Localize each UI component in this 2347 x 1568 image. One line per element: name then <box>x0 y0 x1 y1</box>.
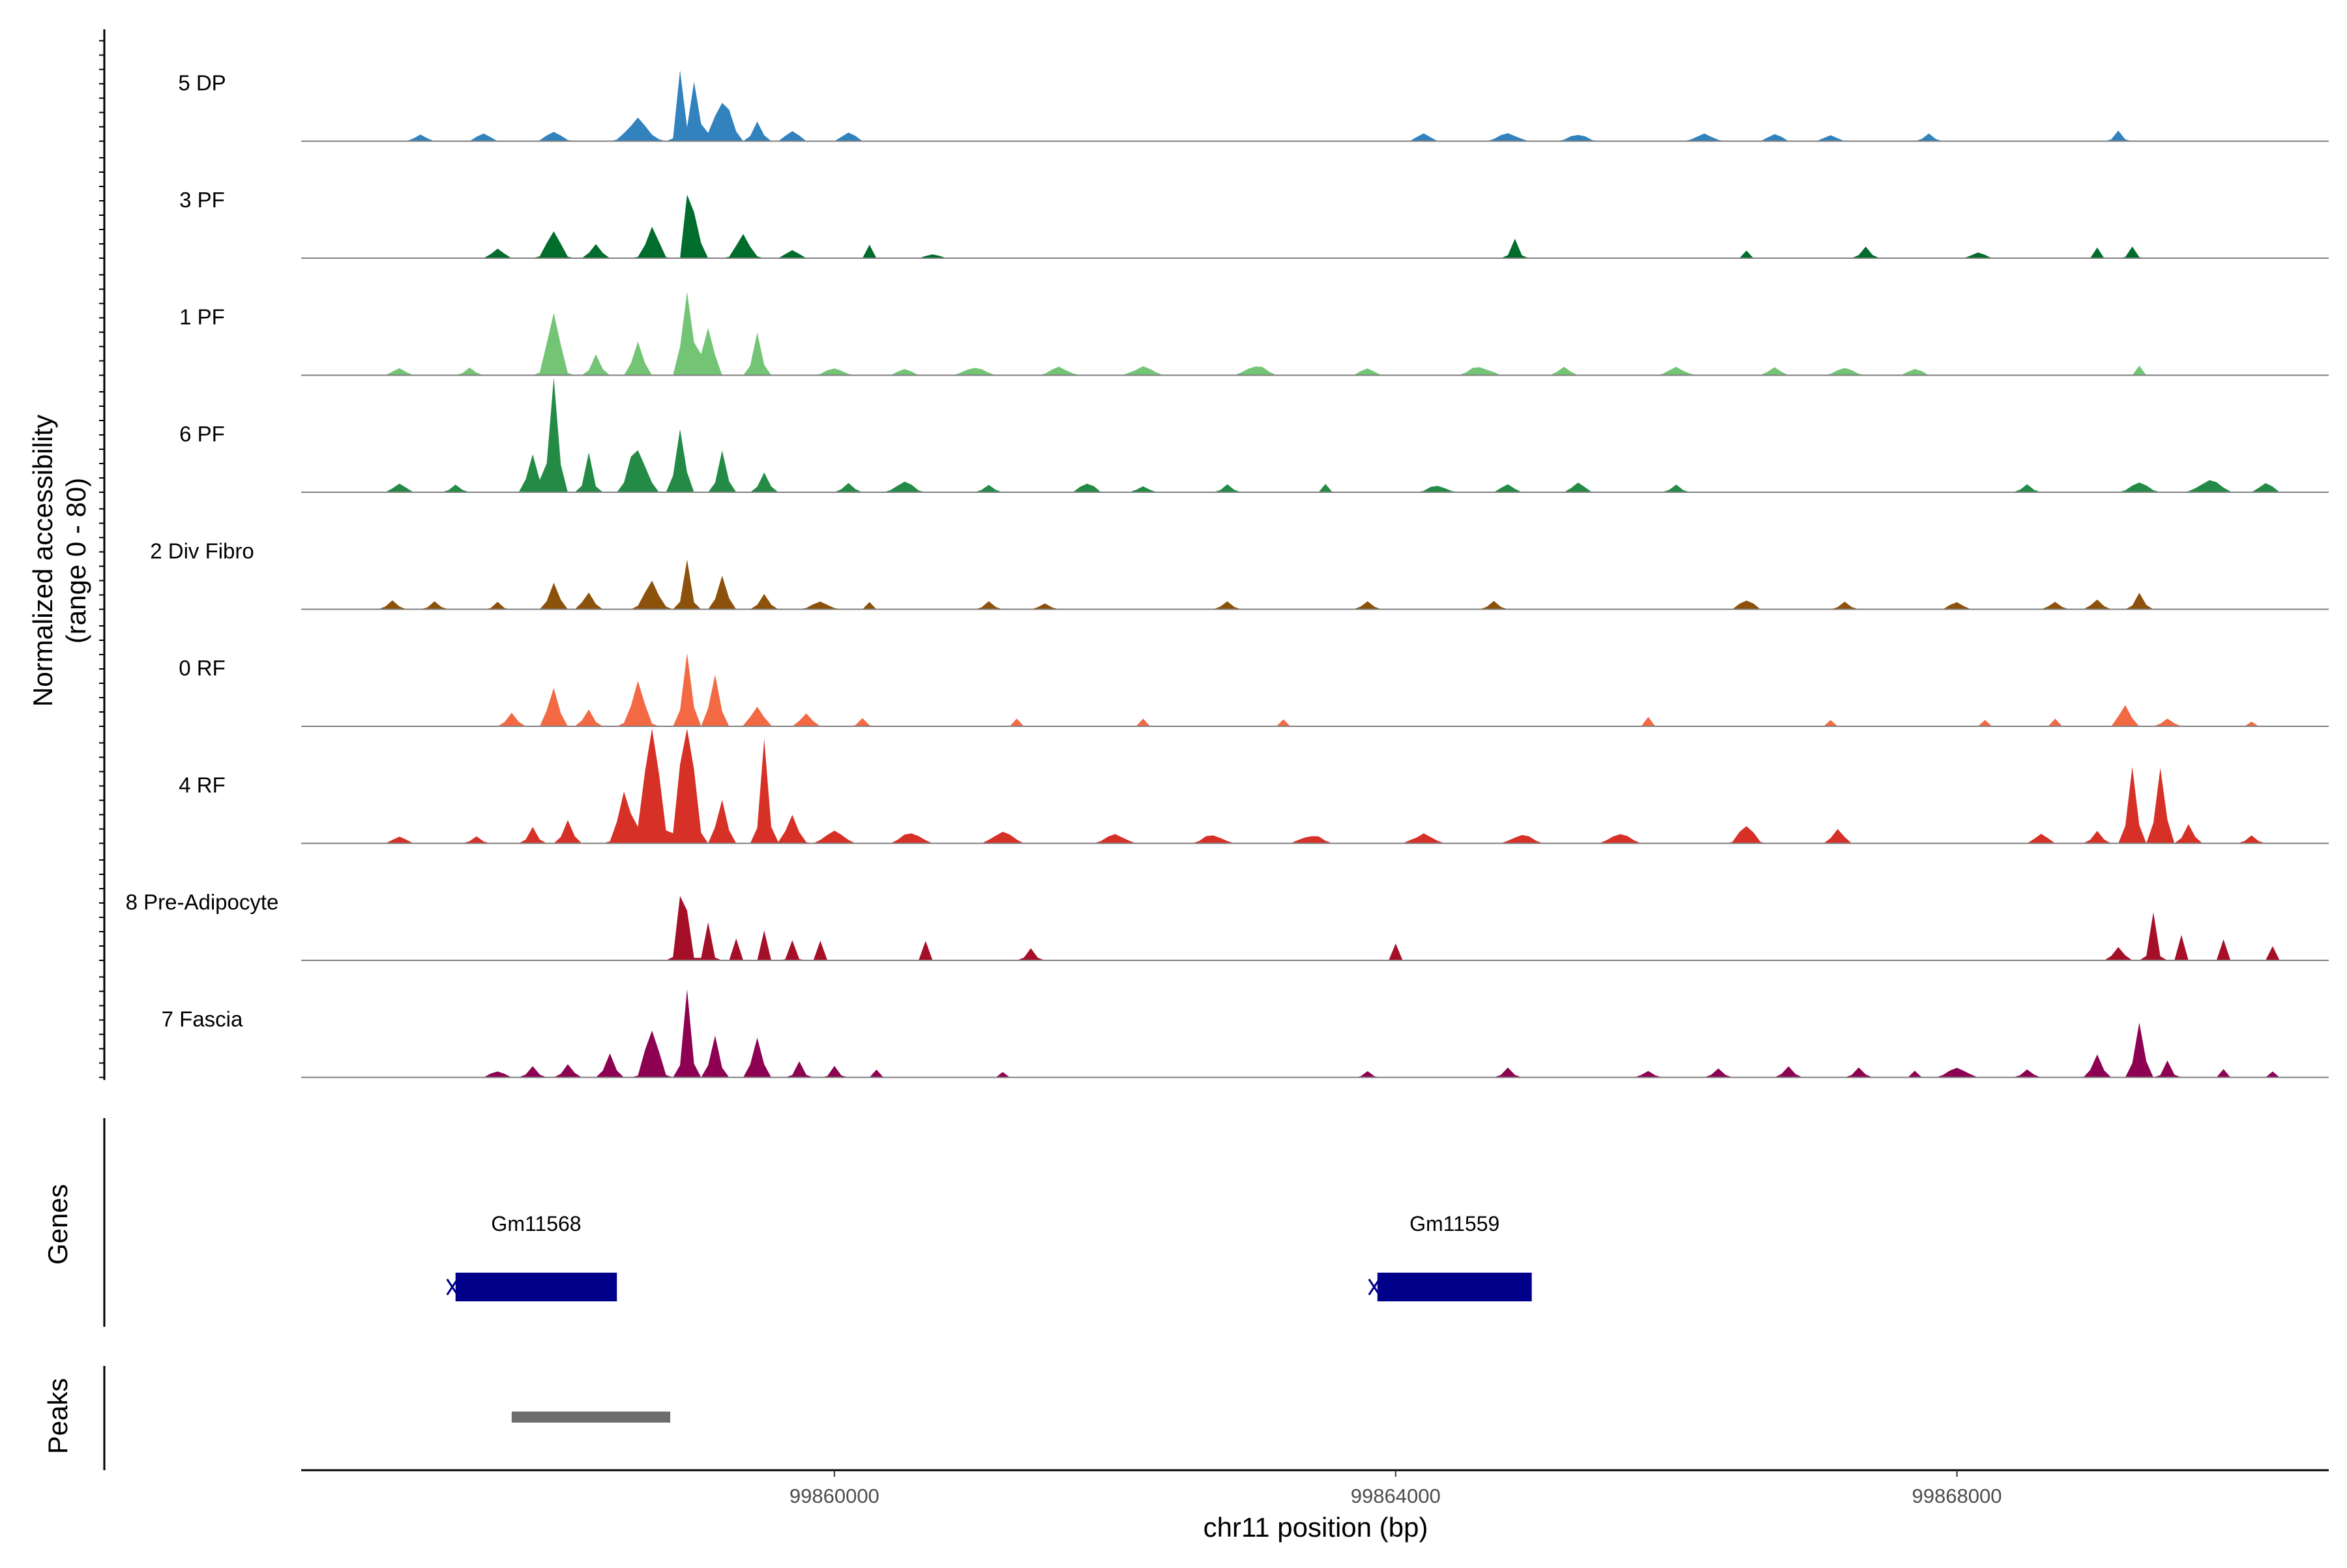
track-label-7-fascia: 7 Fascia <box>162 1007 243 1031</box>
track-label-1-pf: 1 PF <box>179 305 225 329</box>
coverage-area-1-pf <box>301 291 2329 376</box>
track-label-4-rf: 4 RF <box>179 773 226 797</box>
genes-track-title: Genes <box>42 1184 73 1265</box>
gene-strand-marker <box>446 1279 458 1295</box>
x-axis: 99860000 99864000 99868000 <box>301 1469 2329 1507</box>
track-label-3-pf: 3 PF <box>179 188 225 212</box>
y-axis-title-line2: (range 0 - 80) <box>61 478 91 643</box>
track-2-div-fibro: 2 Div Fibro <box>150 539 2329 610</box>
peaks-panel <box>103 1366 671 1470</box>
gene-body-gm11559 <box>1377 1273 1532 1301</box>
track-1-pf: 1 PF <box>179 291 2329 376</box>
track-3-pf: 3 PF <box>179 188 2329 259</box>
x-axis-title: chr11 position (bp) <box>1203 1512 1428 1543</box>
track-6-pf: 6 PF <box>179 377 2329 493</box>
coverage-tracks: 5 DP 3 PF 1 PF 6 PF 2 Div Fibro 0 RF 4 RF 8 Pre… <box>126 70 2329 1078</box>
track-8-pre-adipocyte: 8 Pre-Adipocyte <box>126 890 2329 961</box>
y-axis-title-line1: Normalized accessibility <box>27 415 58 707</box>
track-label-6-pf: 6 PF <box>179 422 225 446</box>
track-7-fascia: 7 Fascia <box>162 989 2329 1078</box>
gene-label-gm11559: Gm11559 <box>1410 1212 1499 1235</box>
peaks-track-title: Peaks <box>42 1378 73 1455</box>
x-tick-label-99868000: 99868000 <box>1912 1485 2002 1507</box>
peak-region-1 <box>511 1412 671 1423</box>
x-tick-label-99860000: 99860000 <box>790 1485 879 1507</box>
coverage-area-4-rf <box>301 728 2329 844</box>
genes-panel: Gm11568 Gm11559 <box>103 1118 1532 1327</box>
coverage-area-6-pf <box>301 377 2329 492</box>
track-4-rf: 4 RF <box>179 728 2329 844</box>
gene-gm11568: Gm11568 <box>446 1212 617 1301</box>
gene-strand-marker <box>1368 1279 1381 1295</box>
coverage-area-8-pre-adipocyte <box>301 896 2329 960</box>
x-tick-label-99864000: 99864000 <box>1351 1485 1441 1507</box>
coverage-area-0-rf <box>301 653 2329 726</box>
track-label-5-dp: 5 DP <box>178 71 226 95</box>
gene-label-gm11568: Gm11568 <box>491 1212 581 1235</box>
track-5-dp: 5 DP <box>178 70 2329 142</box>
track-label-0-rf: 0 RF <box>179 656 226 680</box>
coverage-area-5-dp <box>301 70 2329 141</box>
track-label-8-pre-adipocyte: 8 Pre-Adipocyte <box>126 890 279 914</box>
coverage-area-7-fascia <box>301 989 2329 1078</box>
coverage-y-axis <box>99 29 106 1080</box>
gene-body-gm11568 <box>455 1273 617 1301</box>
track-0-rf: 0 RF <box>179 653 2329 727</box>
track-label-2-div-fibro: 2 Div Fibro <box>150 539 254 563</box>
coverage-area-3-pf <box>301 194 2329 258</box>
gene-gm11559: Gm11559 <box>1368 1212 1532 1301</box>
coverage-area-2-div-fibro <box>301 559 2329 610</box>
